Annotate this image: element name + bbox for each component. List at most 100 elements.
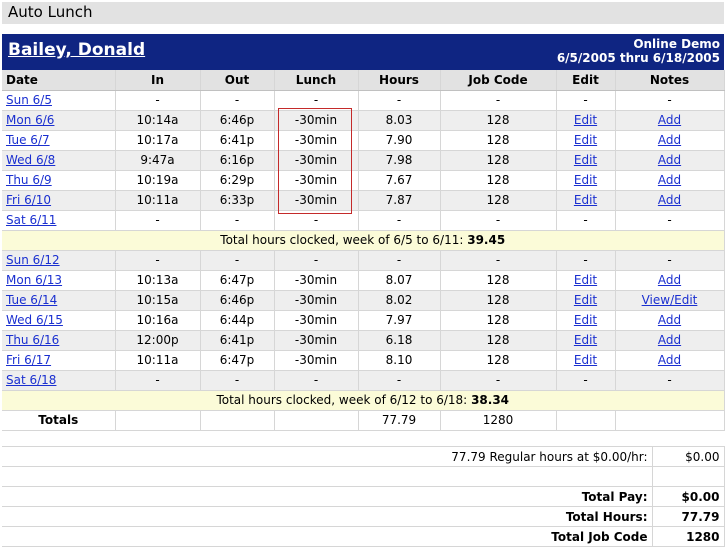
job-code-value: 128 <box>440 110 557 131</box>
edit-link[interactable]: Edit <box>573 293 598 307</box>
edit-link[interactable]: Edit <box>573 113 598 127</box>
edit-link[interactable]: Edit <box>573 173 598 187</box>
spacer-row <box>2 466 725 487</box>
notes-link[interactable]: Add <box>657 333 682 347</box>
lunch-value: - <box>274 90 359 111</box>
date-link[interactable]: Thu 6/16 <box>6 333 60 347</box>
edit-cell: - <box>556 250 616 271</box>
totals-job-code: 1280 <box>440 410 557 431</box>
hours-value: - <box>358 370 441 391</box>
in-time: 9:47a <box>115 150 201 171</box>
date-link[interactable]: Tue 6/7 <box>6 133 50 147</box>
total-job-code-value: 1280 <box>652 526 725 547</box>
totals-label: Totals <box>2 410 116 431</box>
job-code-value: 128 <box>440 190 557 211</box>
out-time: 6:41p <box>200 330 275 351</box>
week-total-value: 39.45 <box>467 233 506 247</box>
date-link[interactable]: Sat 6/11 <box>6 213 57 227</box>
table-row: Wed 6/8 9:47a 6:16p -30min 7.98 128 Edit… <box>2 150 725 171</box>
lunch-value: - <box>274 210 359 231</box>
job-code-value: 128 <box>440 310 557 331</box>
in-time: 10:17a <box>115 130 201 151</box>
employee-name-link[interactable]: Bailey, Donald <box>8 40 146 60</box>
job-code-value: 128 <box>440 170 557 191</box>
table-row: Sun 6/5 - - - - - - - <box>2 90 725 111</box>
job-code-value: 128 <box>440 270 557 291</box>
hours-value: 7.97 <box>358 310 441 331</box>
total-job-code-row: Total Job Code 1280 <box>2 526 725 547</box>
edit-link[interactable]: Edit <box>573 133 598 147</box>
date-link[interactable]: Fri 6/10 <box>6 193 52 207</box>
edit-link[interactable]: Edit <box>573 333 598 347</box>
col-header-date: Date <box>2 70 116 91</box>
out-time: 6:44p <box>200 310 275 331</box>
date-link[interactable]: Wed 6/8 <box>6 153 56 167</box>
edit-cell: - <box>556 90 616 111</box>
notes-link[interactable]: Add <box>657 173 682 187</box>
date-link[interactable]: Sat 6/18 <box>6 373 57 387</box>
lunch-value: -30min <box>274 350 359 371</box>
edit-cell: - <box>556 210 616 231</box>
notes-link[interactable]: Add <box>657 113 682 127</box>
hours-value: 6.18 <box>358 330 441 351</box>
lunch-value: - <box>274 370 359 391</box>
out-time: - <box>200 370 275 391</box>
job-code-value: 128 <box>440 330 557 351</box>
total-hours-label: Total Hours: <box>2 506 653 527</box>
job-code-value: - <box>440 250 557 271</box>
edit-link[interactable]: Edit <box>573 353 598 367</box>
in-time: 10:14a <box>115 110 201 131</box>
date-link[interactable]: Thu 6/9 <box>6 173 52 187</box>
notes-link[interactable]: View/Edit <box>641 293 698 307</box>
job-code-value: 128 <box>440 350 557 371</box>
date-link[interactable]: Sun 6/5 <box>6 93 52 107</box>
employee-header-info: Online Demo 6/5/2005 thru 6/18/2005 <box>557 37 720 65</box>
notes-link[interactable]: Add <box>657 153 682 167</box>
table-row: Sat 6/11 - - - - - - - <box>2 210 725 231</box>
total-hours-value: 77.79 <box>652 506 725 527</box>
week-total-row: Total hours clocked, week of 6/12 to 6/1… <box>2 390 725 411</box>
notes-link[interactable]: Add <box>657 133 682 147</box>
regular-hours-value: $0.00 <box>652 446 725 467</box>
out-time: - <box>200 250 275 271</box>
notes-cell: - <box>615 210 725 231</box>
edit-link[interactable]: Edit <box>573 153 598 167</box>
table-row: Sun 6/12 - - - - - - - <box>2 250 725 271</box>
in-time: 10:19a <box>115 170 201 191</box>
date-link[interactable]: Mon 6/13 <box>6 273 63 287</box>
in-time: 12:00p <box>115 330 201 351</box>
notes-link[interactable]: Add <box>657 353 682 367</box>
in-time: - <box>115 210 201 231</box>
pay-summary-table: 77.79 Regular hours at $0.00/hr: $0.00 T… <box>2 446 725 547</box>
hours-value: - <box>358 90 441 111</box>
col-header-lunch: Lunch <box>274 70 359 91</box>
date-link[interactable]: Wed 6/15 <box>6 313 63 327</box>
hours-value: - <box>358 210 441 231</box>
edit-link[interactable]: Edit <box>573 273 598 287</box>
notes-link[interactable]: Add <box>657 313 682 327</box>
date-link[interactable]: Tue 6/14 <box>6 293 58 307</box>
table-row: Fri 6/10 10:11a 6:33p -30min 7.87 128 Ed… <box>2 190 725 211</box>
notes-link[interactable]: Add <box>657 273 682 287</box>
table-row: Mon 6/13 10:13a 6:47p -30min 8.07 128 Ed… <box>2 270 725 291</box>
out-time: 6:29p <box>200 170 275 191</box>
date-link[interactable]: Mon 6/6 <box>6 113 55 127</box>
out-time: 6:41p <box>200 130 275 151</box>
in-time: - <box>115 370 201 391</box>
regular-hours-label: 77.79 Regular hours at $0.00/hr: <box>2 446 653 467</box>
in-time: 10:11a <box>115 350 201 371</box>
hours-value: 7.90 <box>358 130 441 151</box>
notes-link[interactable]: Add <box>657 193 682 207</box>
edit-link[interactable]: Edit <box>573 313 598 327</box>
table-row: Mon 6/6 10:14a 6:46p -30min 8.03 128 Edi… <box>2 110 725 131</box>
job-code-value: - <box>440 90 557 111</box>
edit-cell: - <box>556 370 616 391</box>
job-code-value: 128 <box>440 290 557 311</box>
total-job-code-label: Total Job Code <box>2 526 653 547</box>
hours-value: - <box>358 250 441 271</box>
totals-row: Totals 77.79 1280 <box>2 410 725 431</box>
date-link[interactable]: Sun 6/12 <box>6 253 60 267</box>
col-header-edit: Edit <box>556 70 616 91</box>
edit-link[interactable]: Edit <box>573 193 598 207</box>
date-link[interactable]: Fri 6/17 <box>6 353 52 367</box>
